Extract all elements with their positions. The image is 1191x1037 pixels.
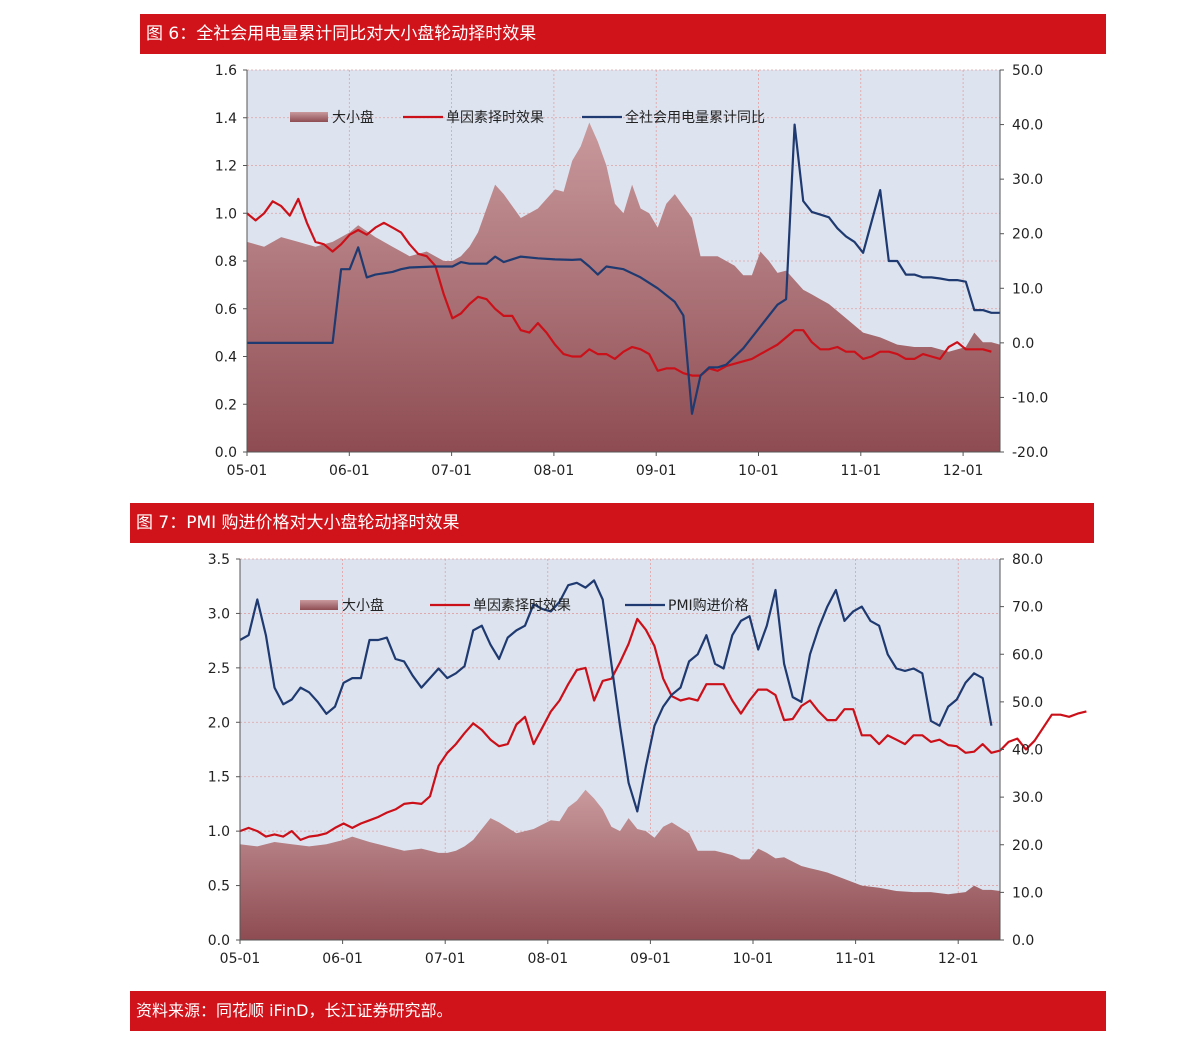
y-left-tick-label: 0.5 — [208, 879, 230, 895]
x-tick-label: 07-01 — [431, 463, 472, 479]
y-right-tick-label: -20.0 — [1012, 445, 1048, 461]
x-tick-label: 09-01 — [636, 463, 677, 479]
y-right-tick-label: 20.0 — [1012, 227, 1043, 243]
y-left-tick-label: 0.6 — [215, 302, 237, 318]
y-right-tick-label: 10.0 — [1012, 885, 1043, 901]
y-right-tick-label: 40.0 — [1012, 118, 1043, 134]
figure7-title-banner: 图 7：PMI 购进价格对大小盘轮动择时效果 — [130, 503, 1094, 543]
y-right-tick-label: 50.0 — [1012, 63, 1043, 79]
series-line-单因素择时效果 — [246, 197, 992, 377]
x-tick-label: 10-01 — [738, 463, 779, 479]
y-left-tick-label: 1.0 — [208, 824, 230, 840]
y-right-tick-label: 70.0 — [1012, 600, 1043, 616]
y-right-tick-label: 10.0 — [1012, 281, 1043, 297]
x-tick-label: 05-01 — [227, 463, 268, 479]
x-tick-label: 06-01 — [329, 463, 370, 479]
y-left-tick-label: 1.0 — [215, 206, 237, 222]
series-area-大小盘 — [240, 789, 1000, 940]
figure7-chart: 0.0 0.5 1.0 1.5 2.0 2.5 3.0 3.5 0.0 10.0 20.0 30.0 4… — [208, 552, 1087, 967]
source-note: 资料来源：同花顺 iFinD，长江证券研究部。 — [130, 991, 1106, 1031]
legend-swatch-area — [300, 600, 338, 610]
series-line-全社会用电量累计同比 — [247, 123, 1000, 415]
y-left-tick-label: 3.5 — [208, 552, 230, 568]
x-tick-label: 07-01 — [425, 951, 466, 967]
y-right-tick-label: 20.0 — [1012, 838, 1043, 854]
y-left-tick-label: 0.8 — [215, 254, 237, 270]
x-tick-label: 11-01 — [840, 463, 881, 479]
y-right-tick-label: 40.0 — [1012, 743, 1043, 759]
x-tick-label: 06-01 — [322, 951, 363, 967]
y-left-tick-label: 0.0 — [215, 445, 237, 461]
series-line-PMI购进价格 — [239, 579, 993, 813]
series-line-单因素择时效果 — [239, 617, 1087, 841]
x-tick-label: 09-01 — [630, 951, 671, 967]
y-left-tick-label: 0.0 — [208, 933, 230, 949]
y-right-tick-label: 80.0 — [1012, 552, 1043, 568]
legend-label-red-line: 单因素择时效果 — [446, 110, 544, 126]
y-left-tick-label: 0.2 — [215, 397, 237, 413]
legend-label-blue-line: 全社会用电量累计同比 — [625, 109, 765, 126]
y-left-tick-label: 1.6 — [215, 63, 237, 79]
y-left-tick-label: 2.5 — [208, 661, 230, 677]
legend-swatch-area — [290, 112, 328, 122]
x-tick-label: 05-01 — [220, 951, 261, 967]
y-left-tick-label: 1.2 — [215, 159, 237, 175]
y-right-tick-label: 0.0 — [1012, 336, 1034, 352]
y-left-tick-label: 0.4 — [215, 350, 237, 366]
series-area-大小盘 — [247, 122, 1000, 452]
y-left-tick-label: 3.0 — [208, 606, 230, 622]
y-left-tick-label: 1.5 — [208, 770, 230, 786]
x-tick-label: 08-01 — [534, 463, 575, 479]
y-right-tick-label: 0.0 — [1012, 933, 1034, 949]
legend-label-area: 大小盘 — [332, 109, 374, 126]
y-right-tick-label: 50.0 — [1012, 695, 1043, 711]
figure6-title-banner: 图 6：全社会用电量累计同比对大小盘轮动择时效果 — [140, 14, 1106, 54]
y-right-tick-label: -10.0 — [1012, 390, 1048, 406]
y-left-tick-label: 1.4 — [215, 111, 237, 127]
legend-label-blue-line: PMI购进价格 — [668, 598, 749, 614]
legend-label-red-line: 单因素择时效果 — [473, 598, 571, 614]
x-tick-label: 10-01 — [733, 951, 774, 967]
figure6-chart: 0.0 0.2 0.4 0.6 0.8 1.0 1.2 1.4 1.6 -20.0 -10.0 0.0… — [215, 63, 1049, 479]
y-right-tick-label: 30.0 — [1012, 172, 1043, 188]
legend-label-area: 大小盘 — [342, 597, 384, 614]
x-tick-label: 11-01 — [835, 951, 876, 967]
y-left-tick-label: 2.0 — [208, 715, 230, 731]
y-right-tick-label: 30.0 — [1012, 790, 1043, 806]
y-right-tick-label: 60.0 — [1012, 647, 1043, 663]
x-tick-label: 12-01 — [943, 463, 984, 479]
x-tick-label: 08-01 — [527, 951, 568, 967]
x-tick-label: 12-01 — [938, 951, 979, 967]
